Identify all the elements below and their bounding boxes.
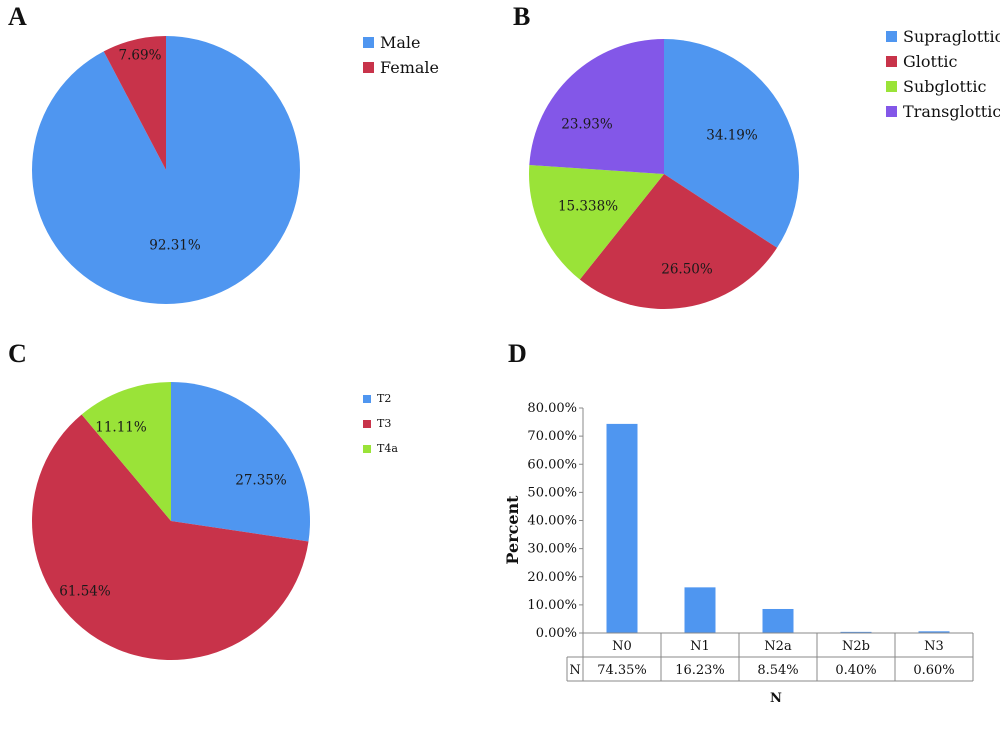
legend-swatch bbox=[886, 56, 897, 67]
pie-slice-female bbox=[103, 36, 166, 170]
pie-slice-t4a bbox=[81, 382, 171, 521]
slice-label-supraglottic: 34.19% bbox=[706, 128, 758, 144]
y-tick-label: 20.00% bbox=[527, 570, 577, 585]
table-value-cell: 8.54% bbox=[757, 663, 798, 678]
pie-chart-1: 34.19% 26.50% 15.338% 23.93% bbox=[529, 39, 800, 310]
x-category-label: N2b bbox=[842, 639, 870, 654]
pie-slice-t3 bbox=[32, 414, 309, 660]
slice-label-subglottic: 15.338% bbox=[558, 199, 618, 215]
x-category-label: N2a bbox=[764, 639, 792, 654]
y-tick-label: 70.00% bbox=[527, 429, 577, 444]
legend-item-transglottic: Transglottic bbox=[886, 99, 1000, 124]
legend-label: Transglottic bbox=[903, 102, 1000, 121]
panel-label-b: B bbox=[513, 2, 531, 31]
bar-n2a bbox=[762, 608, 794, 633]
bar-n2b bbox=[840, 631, 872, 633]
legend-swatch bbox=[363, 419, 371, 428]
legend-swatch bbox=[363, 444, 371, 453]
y-tick-label: 40.00% bbox=[527, 514, 577, 529]
y-tick-label: 50.00% bbox=[527, 485, 577, 500]
y-axis-title: Percent bbox=[503, 495, 522, 565]
pie-slice-glottic bbox=[579, 174, 778, 310]
pie-chart-0: 92.31% 7.69% bbox=[31, 36, 300, 304]
x-category-label: N1 bbox=[690, 639, 710, 654]
legend-swatch bbox=[886, 106, 897, 117]
legend-label: Glottic bbox=[903, 52, 958, 71]
table-value-cell: 0.40% bbox=[835, 663, 876, 678]
legend-label: Supraglottic bbox=[903, 27, 1000, 46]
legend-swatch bbox=[886, 81, 897, 92]
legend-swatch bbox=[363, 62, 374, 73]
pie-slice-supraglottic bbox=[664, 39, 800, 248]
legend-item-supraglottic: Supraglottic bbox=[886, 24, 1000, 49]
legend-swatch bbox=[886, 31, 897, 42]
legend-item-t4a: T4a bbox=[363, 436, 398, 461]
legend-swatch bbox=[363, 394, 371, 403]
panel-label-d: D bbox=[508, 339, 527, 368]
y-tick-label: 60.00% bbox=[527, 457, 577, 472]
pie-slice-subglottic bbox=[529, 165, 664, 280]
legend-label: Male bbox=[380, 33, 421, 52]
y-tick-label: 10.00% bbox=[527, 598, 577, 613]
x-category-label: N0 bbox=[612, 639, 632, 654]
bar-chart: 0.00% 10.00% 20.00% 30.00% 40.00% 50.00% 60.00… bbox=[503, 401, 974, 706]
legend-a: Male Female bbox=[363, 30, 439, 80]
legend-label: T2 bbox=[377, 392, 392, 405]
bar-n1 bbox=[684, 587, 716, 633]
legend-label: Female bbox=[380, 58, 439, 77]
y-tick-label: 0.00% bbox=[536, 626, 577, 641]
pie-slice-t2 bbox=[171, 382, 311, 542]
bar-n3 bbox=[918, 631, 950, 633]
panel-label-a: A bbox=[8, 2, 27, 31]
bar-n0 bbox=[606, 423, 638, 633]
x-axis-title: N bbox=[770, 691, 782, 706]
pie-slice-male bbox=[31, 36, 300, 304]
slice-label-t3: 61.54% bbox=[59, 584, 111, 600]
slice-label-t2: 27.35% bbox=[235, 473, 287, 489]
pie-chart-2: 27.35% 61.54% 11.11% bbox=[32, 382, 311, 660]
pie-slice-transglottic bbox=[529, 39, 664, 174]
legend-label: T3 bbox=[377, 417, 392, 430]
table-value-cell: 16.23% bbox=[675, 663, 725, 678]
x-category-label: N3 bbox=[924, 639, 944, 654]
legend-label: Subglottic bbox=[903, 77, 987, 96]
legend-item-subglottic: Subglottic bbox=[886, 74, 1000, 99]
slice-label-t4a: 11.11% bbox=[95, 420, 147, 436]
legend-b: Supraglottic Glottic Subglottic Transglotti… bbox=[886, 24, 1000, 124]
slice-label-transglottic: 23.93% bbox=[561, 117, 613, 133]
slice-label-male: 92.31% bbox=[149, 238, 201, 254]
slice-label-glottic: 26.50% bbox=[661, 262, 713, 278]
legend-item-male: Male bbox=[363, 30, 439, 55]
legend-label: T4a bbox=[377, 442, 398, 455]
legend-item-t2: T2 bbox=[363, 386, 398, 411]
y-tick-label: 30.00% bbox=[527, 542, 577, 557]
legend-item-t3: T3 bbox=[363, 411, 398, 436]
y-tick-label: 80.00% bbox=[527, 401, 577, 416]
legend-item-female: Female bbox=[363, 55, 439, 80]
slice-label-female: 7.69% bbox=[119, 48, 162, 64]
legend-swatch bbox=[363, 37, 374, 48]
legend-item-glottic: Glottic bbox=[886, 49, 1000, 74]
table-series-name: N bbox=[569, 663, 580, 678]
legend-c: T2 T3 T4a bbox=[363, 386, 398, 461]
table-value-cell: 0.60% bbox=[913, 663, 954, 678]
panel-label-c: C bbox=[8, 339, 27, 368]
table-value-cell: 74.35% bbox=[597, 663, 647, 678]
